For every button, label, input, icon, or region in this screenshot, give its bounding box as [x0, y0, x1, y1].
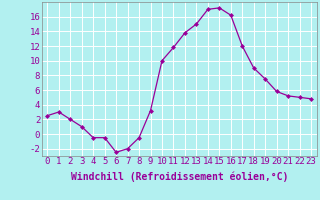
X-axis label: Windchill (Refroidissement éolien,°C): Windchill (Refroidissement éolien,°C) — [70, 172, 288, 182]
